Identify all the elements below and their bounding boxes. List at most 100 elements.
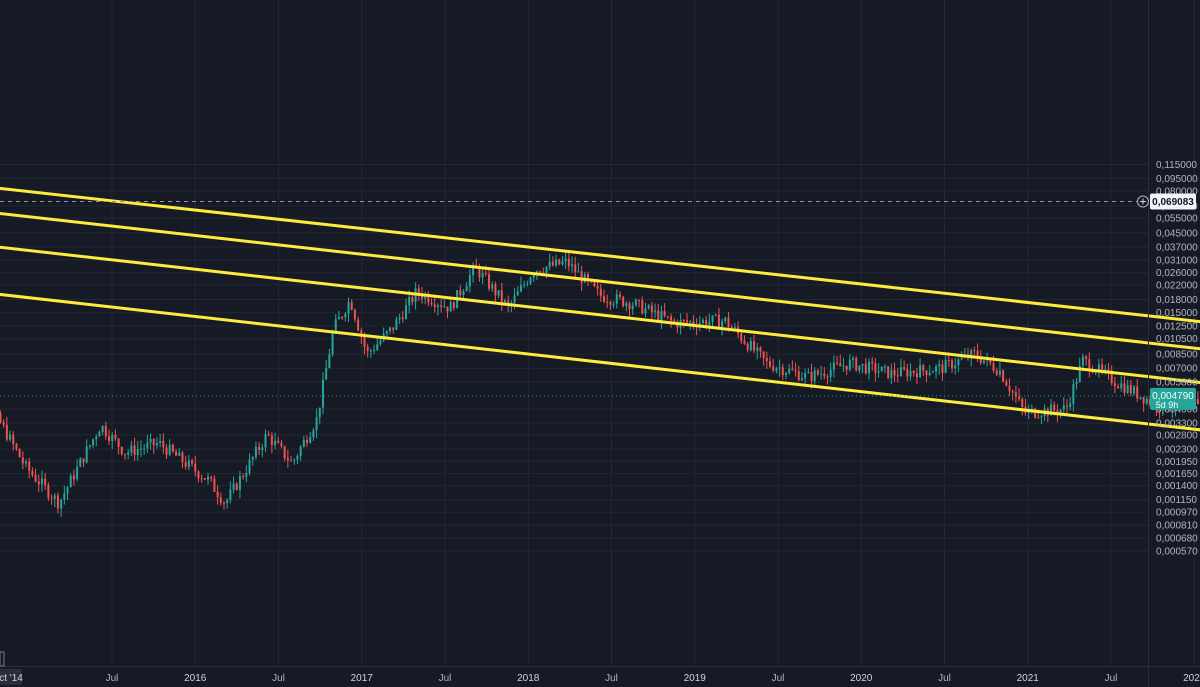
candle-body xyxy=(539,271,542,273)
candle-body xyxy=(494,284,497,296)
candle-body xyxy=(593,281,596,287)
candle-body xyxy=(1011,391,1014,393)
candle-body xyxy=(155,442,158,446)
candle-body xyxy=(982,360,985,363)
candle-body xyxy=(564,258,567,262)
candle-body xyxy=(1018,396,1021,400)
candle-body xyxy=(906,369,909,377)
candle-body xyxy=(839,363,842,367)
candle-body xyxy=(561,261,564,265)
candle-body xyxy=(264,434,267,448)
candle-body xyxy=(31,471,34,476)
candle-body xyxy=(376,344,379,351)
candle-body xyxy=(775,368,778,371)
price-axis[interactable]: 0,1150000,0950000,0800000,0650000,055000… xyxy=(1148,0,1199,687)
candle-body xyxy=(670,316,673,321)
candle-body xyxy=(625,303,628,307)
y-tick-label: 0,007000 xyxy=(1156,364,1198,375)
candle-body xyxy=(788,368,791,373)
candle-body xyxy=(880,366,883,372)
trend-channel[interactable] xyxy=(0,180,1200,545)
candle-body xyxy=(238,476,241,490)
candle-body xyxy=(596,286,599,289)
candle-body xyxy=(823,373,826,377)
candle-body xyxy=(1126,384,1129,393)
candle-body xyxy=(845,365,848,370)
candle-body xyxy=(973,350,976,352)
candle-body xyxy=(756,347,759,351)
candle-body xyxy=(599,288,602,297)
candle-body xyxy=(1120,383,1123,389)
x-tick-label: 2016 xyxy=(184,673,207,684)
add-alert-icon[interactable] xyxy=(1137,195,1149,208)
candle-body xyxy=(772,366,775,371)
candle-body xyxy=(25,461,28,464)
candle-body xyxy=(1030,408,1033,410)
candle-body xyxy=(203,478,206,480)
candle-body xyxy=(232,483,235,490)
candle-body xyxy=(286,458,289,461)
candle-body xyxy=(312,430,315,438)
candle-body xyxy=(989,357,992,364)
candle-body xyxy=(957,359,960,366)
candle-body xyxy=(283,446,286,459)
candle-body xyxy=(337,317,340,320)
candle-body xyxy=(1196,399,1199,405)
candle-body xyxy=(468,275,471,287)
candle-body xyxy=(363,336,366,347)
candle-body xyxy=(890,370,893,379)
candle-body xyxy=(951,360,954,369)
candle-body xyxy=(1072,384,1075,404)
candle-body xyxy=(1053,404,1056,411)
candle-body xyxy=(1021,399,1024,407)
candle-body xyxy=(1075,381,1078,385)
candle-body xyxy=(258,446,261,450)
candle-body xyxy=(139,448,142,450)
candle-body xyxy=(143,448,146,450)
candle-body xyxy=(532,274,535,278)
candle-body xyxy=(178,452,181,456)
candle-body xyxy=(331,332,334,355)
candle-body xyxy=(976,350,979,358)
candle-body xyxy=(979,357,982,363)
candle-body xyxy=(222,502,225,504)
candle-body xyxy=(95,436,98,440)
time-axis[interactable]: Jul 2016 Jul 2017 Jul 2018 Jul 2019 Jul 2020 Jul 20… xyxy=(0,651,1200,684)
candle-body xyxy=(523,284,526,286)
candle-body xyxy=(733,327,736,329)
candle-body xyxy=(430,302,433,305)
candle-body xyxy=(682,320,685,322)
candle-body xyxy=(877,371,880,373)
candle-body xyxy=(235,483,238,490)
y-tick-label: 0,012500 xyxy=(1156,322,1198,333)
candle-body xyxy=(1056,410,1059,414)
candle-body xyxy=(794,369,797,372)
candle-body xyxy=(628,303,631,310)
candle-body xyxy=(133,445,136,455)
candle-body xyxy=(213,478,216,492)
candle-body xyxy=(149,439,152,443)
candle-body xyxy=(1158,409,1161,411)
candle-body xyxy=(452,302,455,309)
candle-body xyxy=(1040,416,1043,418)
candle-body xyxy=(1085,356,1088,360)
candle-body xyxy=(181,452,184,463)
candle-body xyxy=(503,300,506,303)
candle-body xyxy=(1139,397,1142,399)
candle-body xyxy=(784,372,787,376)
candle-body xyxy=(526,283,529,285)
y-tick-label: 0,055000 xyxy=(1156,214,1198,225)
candle-body xyxy=(124,453,127,455)
candle-body xyxy=(117,438,120,447)
candle-body xyxy=(248,459,251,474)
candle-body xyxy=(500,290,503,303)
candle-body xyxy=(1050,404,1053,416)
candle-body xyxy=(341,317,344,319)
candle-body xyxy=(369,350,372,352)
candle-body xyxy=(309,437,312,443)
candle-body xyxy=(685,320,688,323)
candle-body xyxy=(347,302,350,314)
candle-body xyxy=(44,478,47,485)
y-tick-label: 0,000970 xyxy=(1156,508,1198,519)
